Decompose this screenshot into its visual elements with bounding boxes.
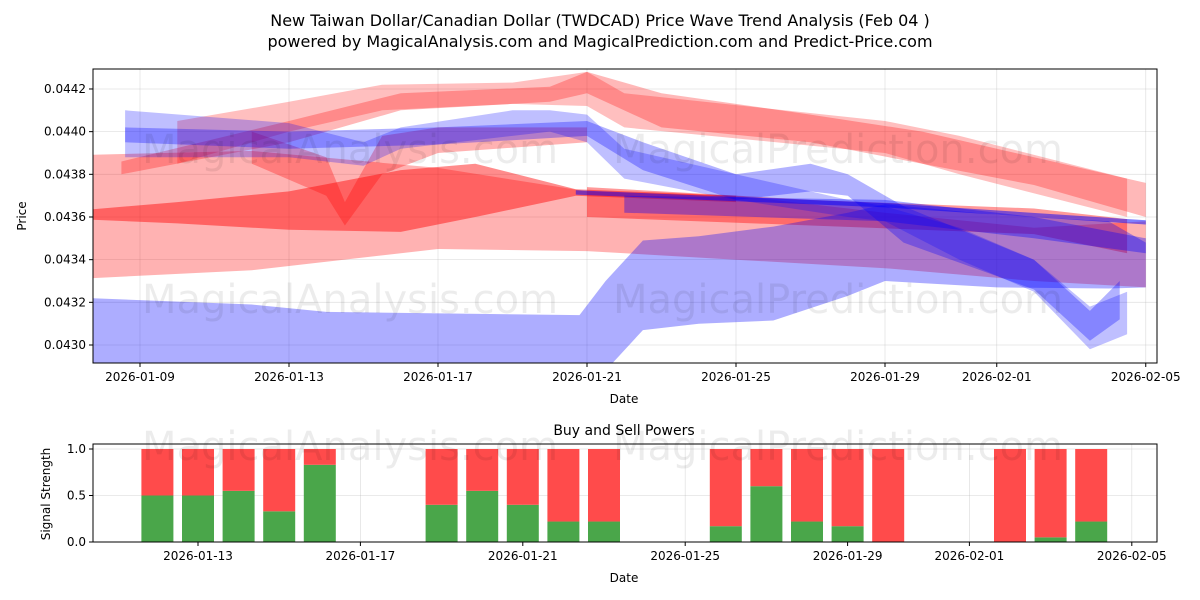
buy-sell-xlabel: Date (610, 571, 639, 585)
sell-bar (141, 449, 174, 496)
x-tick-label: 2026-01-21 (488, 549, 558, 563)
sell-bar (506, 449, 539, 505)
x-tick-label: 2026-02-05 (1097, 549, 1167, 563)
bands (93, 71, 1146, 363)
watermark-analysis: MagicalAnalysis.com (142, 127, 558, 173)
red-wave-band-5 (251, 127, 588, 226)
price-wave-chart: MagicalAnalysis.com MagicalPrediction.com… (44, 68, 1181, 384)
y-tick-label: 0.0436 (44, 210, 86, 224)
buy-bar (831, 526, 864, 542)
sell-bar (263, 449, 296, 512)
sell-bar (1034, 449, 1067, 538)
x-tick-label: 2026-01-29 (850, 370, 920, 384)
buy-bar (182, 495, 214, 542)
sell-bar (182, 449, 214, 496)
x-tick-label: 2026-02-05 (1111, 370, 1181, 384)
chart-subtitle: powered by MagicalAnalysis.com and Magic… (267, 32, 932, 51)
buy-bar (506, 504, 539, 542)
sell-bar (547, 449, 580, 522)
plot-frame (92, 68, 1158, 364)
watermark-prediction: MagicalPrediction.com (613, 277, 1063, 323)
sell-bar (750, 449, 783, 487)
y-tick-label: 0.0440 (44, 125, 86, 139)
x-tick-label: 2026-01-25 (650, 549, 720, 563)
red-wave-band-3 (177, 71, 1128, 218)
buy-sell-chart: MagicalAnalysis.com MagicalPrediction.com… (67, 424, 1167, 563)
chart-title: New Taiwan Dollar/Canadian Dollar (TWDCA… (270, 11, 930, 30)
buy-bar (466, 490, 499, 542)
red-wave-band-1 (93, 163, 736, 232)
y-tick-label: 0.0442 (44, 82, 86, 96)
red-wave-band-2 (121, 71, 1146, 218)
buy-sell-ylabel: Signal Strength (39, 448, 53, 541)
x-tick-label: 2026-01-17 (403, 370, 473, 384)
blue-wave-band-10 (624, 195, 1146, 254)
buy-bar (1075, 521, 1108, 542)
sell-bar (872, 449, 905, 542)
watermark-prediction: MagicalPrediction.com (613, 424, 1063, 470)
y-tick-label: 0.0438 (44, 167, 86, 181)
buy-bar (547, 521, 580, 542)
sell-bar (994, 449, 1026, 542)
blue-wave-band-9 (575, 190, 1146, 225)
blue-wave-band-7 (125, 110, 1128, 350)
y-tick-label: 0.5 (67, 489, 86, 503)
blue-wave-band-8 (125, 121, 1120, 341)
sell-bar (466, 449, 499, 491)
sell-bar (831, 449, 864, 527)
x-tick-label: 2026-01-13 (163, 549, 233, 563)
sell-bar (303, 449, 336, 465)
sell-bar (1075, 449, 1108, 522)
x-tick-label: 2026-01-17 (326, 549, 396, 563)
x-tick-label: 2026-01-13 (254, 370, 324, 384)
x-tick-label: 2026-01-25 (701, 370, 771, 384)
x-tick-label: 2026-02-01 (935, 549, 1005, 563)
price-ylabel: Price (15, 201, 29, 230)
buy-bar (750, 486, 783, 542)
red-wave-band-4 (587, 187, 1128, 254)
buy-bar (791, 521, 823, 542)
buy-bar (303, 464, 336, 542)
buy-bar (709, 526, 742, 542)
y-tick-label: 0.0432 (44, 295, 86, 309)
x-tick-label: 2026-01-09 (105, 370, 175, 384)
buy-sell-title: Buy and Sell Powers (553, 423, 694, 439)
buy-bar (588, 521, 620, 542)
sell-bar (791, 449, 823, 522)
watermark-prediction: MagicalPrediction.com (613, 127, 1063, 173)
sell-bar (588, 449, 620, 522)
sell-bar (425, 449, 458, 505)
plot-frame (92, 443, 1158, 543)
buy-bar (425, 504, 458, 542)
red-wave-band-0 (93, 150, 1146, 288)
buy-bar (141, 495, 174, 542)
sell-bar (709, 449, 742, 527)
buy-bar (222, 490, 255, 542)
price-xlabel: Date (610, 392, 639, 406)
x-tick-label: 2026-01-29 (813, 549, 883, 563)
buy-bar (1034, 537, 1067, 542)
blue-wave-band-6 (93, 204, 1146, 363)
sell-bar (222, 449, 255, 491)
watermark-analysis: MagicalAnalysis.com (142, 424, 558, 470)
buy-bar (263, 511, 296, 542)
x-tick-label: 2026-01-21 (552, 370, 622, 384)
watermark-analysis: MagicalAnalysis.com (142, 277, 558, 323)
y-tick-label: 0.0430 (44, 338, 86, 352)
x-tick-label: 2026-02-01 (962, 370, 1032, 384)
y-tick-label: 1.0 (67, 442, 86, 456)
y-tick-label: 0.0 (67, 535, 86, 549)
y-tick-label: 0.0434 (44, 253, 86, 267)
